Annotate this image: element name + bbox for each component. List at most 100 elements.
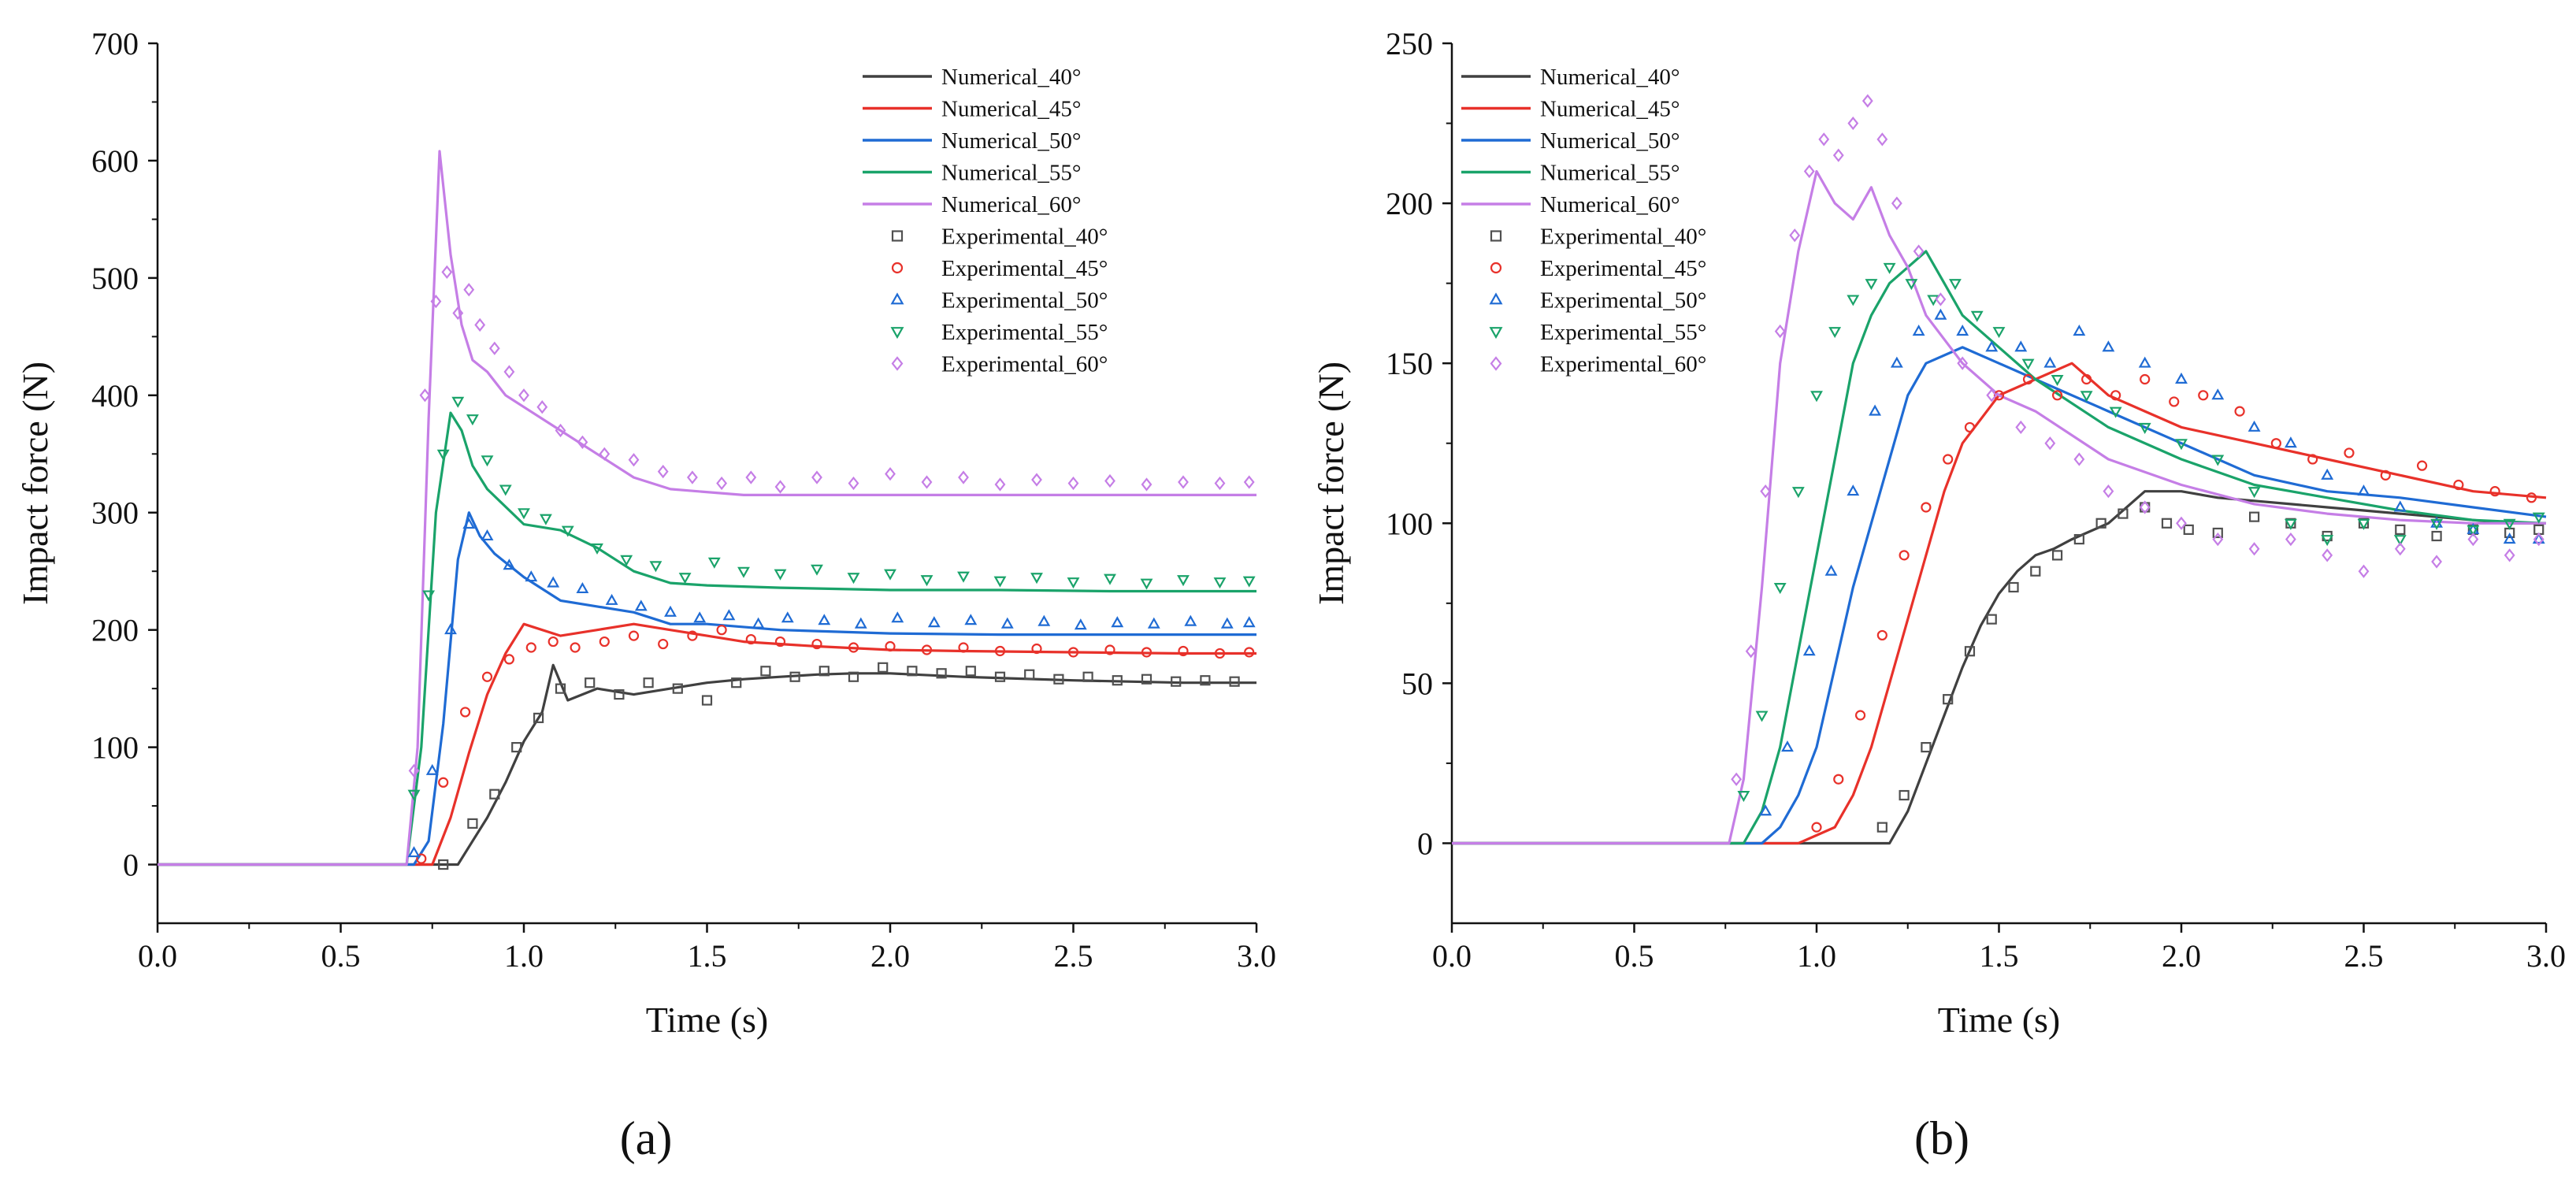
data-point	[561, 525, 574, 537]
data-point	[2503, 533, 2516, 544]
legend-marker-swatch	[890, 292, 904, 305]
data-point	[1104, 573, 1116, 585]
legend-label: Numerical_40°	[1540, 65, 1680, 90]
y-tick-label: 400	[91, 378, 139, 414]
data-point	[1141, 647, 1153, 658]
data-point	[1803, 164, 1815, 179]
data-point	[503, 654, 515, 665]
data-point	[2211, 455, 2225, 466]
legend-label: Numerical_40°	[941, 65, 1081, 90]
data-point	[701, 695, 713, 706]
data-point	[927, 616, 941, 628]
data-point	[1067, 577, 1080, 589]
data-point	[1876, 822, 1887, 833]
x-tick-label: 1.0	[504, 938, 544, 974]
legend-label: Numerical_45°	[1540, 97, 1680, 122]
data-point	[2080, 391, 2093, 403]
data-point	[818, 614, 831, 625]
data-point	[1899, 789, 1910, 801]
series-Numerical_45°	[1452, 362, 2547, 845]
data-point	[1876, 629, 1887, 641]
data-point	[441, 265, 453, 280]
data-point	[921, 475, 933, 489]
data-point	[1104, 644, 1115, 655]
data-point	[1755, 711, 1769, 722]
y-tick-label: 500	[91, 261, 139, 296]
data-point	[2416, 460, 2428, 471]
data-point	[438, 859, 449, 870]
data-point	[1140, 578, 1153, 590]
legend-label: Experimental_45°	[1540, 256, 1706, 281]
legend-marker-swatch	[890, 327, 904, 340]
series-line	[1452, 346, 2547, 845]
data-point	[693, 611, 707, 623]
data-point	[1053, 674, 1064, 685]
data-point	[488, 341, 500, 355]
data-point	[1773, 583, 1787, 595]
data-point	[885, 466, 896, 481]
data-point	[643, 677, 654, 688]
series-Numerical_50°	[1452, 346, 2547, 845]
data-point	[1242, 616, 1256, 628]
x-tick-label: 2.0	[2162, 938, 2201, 974]
data-point	[1986, 388, 1998, 403]
y-tick-label: 100	[91, 730, 139, 766]
data-point	[2081, 373, 2092, 385]
data-point	[2307, 454, 2318, 465]
data-point	[774, 480, 786, 494]
data-point	[2284, 518, 2297, 530]
data-point	[920, 575, 934, 587]
series-Numerical_40°	[158, 663, 1256, 867]
data-point	[2322, 548, 2333, 562]
data-point	[452, 306, 464, 321]
series-line	[158, 622, 1256, 867]
data-point	[1178, 475, 1189, 489]
legend-marker-swatch	[1490, 230, 1502, 242]
data-point	[459, 707, 471, 718]
data-point	[1847, 484, 1860, 496]
data-point	[958, 470, 969, 484]
data-point	[2357, 518, 2370, 530]
data-point	[1956, 324, 1969, 336]
series-Numerical_55°	[158, 411, 1256, 867]
x-tick-label: 3.0	[2526, 938, 2566, 974]
data-point	[1943, 454, 1954, 465]
data-point	[2393, 500, 2407, 512]
panel-label-b: (b)	[1914, 1112, 1969, 1164]
data-point	[884, 569, 896, 581]
series-Experimental_50°	[407, 518, 1256, 858]
y-tick-label: 200	[1386, 186, 1433, 221]
data-point	[2138, 422, 2151, 434]
data-point	[451, 396, 465, 408]
data-point	[1177, 575, 1190, 587]
data-point	[533, 712, 544, 723]
data-point	[1030, 573, 1043, 585]
series-Experimental_45°	[1811, 373, 2537, 833]
data-point	[2248, 420, 2261, 432]
y-tick-label: 0	[1417, 826, 1433, 861]
data-point	[436, 449, 450, 461]
data-point	[1964, 421, 1976, 433]
data-point	[2358, 564, 2370, 578]
series-Numerical_50°	[158, 511, 1256, 867]
x-tick-label: 0.0	[1432, 938, 1472, 974]
data-point	[1112, 675, 1123, 686]
series-Numerical_45°	[158, 622, 1256, 867]
x-tick-label: 0.0	[138, 938, 177, 974]
data-point	[599, 636, 610, 648]
data-point	[1818, 132, 1830, 147]
data-point	[1789, 228, 1801, 243]
data-point	[1111, 616, 1124, 628]
data-point	[1745, 644, 1757, 659]
data-point	[2284, 436, 2297, 448]
x-tick-label: 1.5	[688, 938, 727, 974]
series-line	[158, 150, 1256, 867]
data-point	[511, 741, 522, 753]
data-point	[2103, 484, 2114, 499]
data-point	[885, 640, 896, 652]
data-point	[1184, 614, 1197, 626]
data-point	[731, 677, 742, 688]
data-point	[774, 569, 787, 581]
series-Experimental_40°	[1876, 502, 2544, 833]
series-Experimental_55°	[407, 396, 1256, 801]
